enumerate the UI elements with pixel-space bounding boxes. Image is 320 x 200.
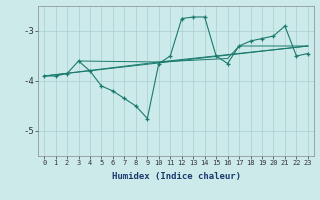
X-axis label: Humidex (Indice chaleur): Humidex (Indice chaleur) bbox=[111, 172, 241, 181]
